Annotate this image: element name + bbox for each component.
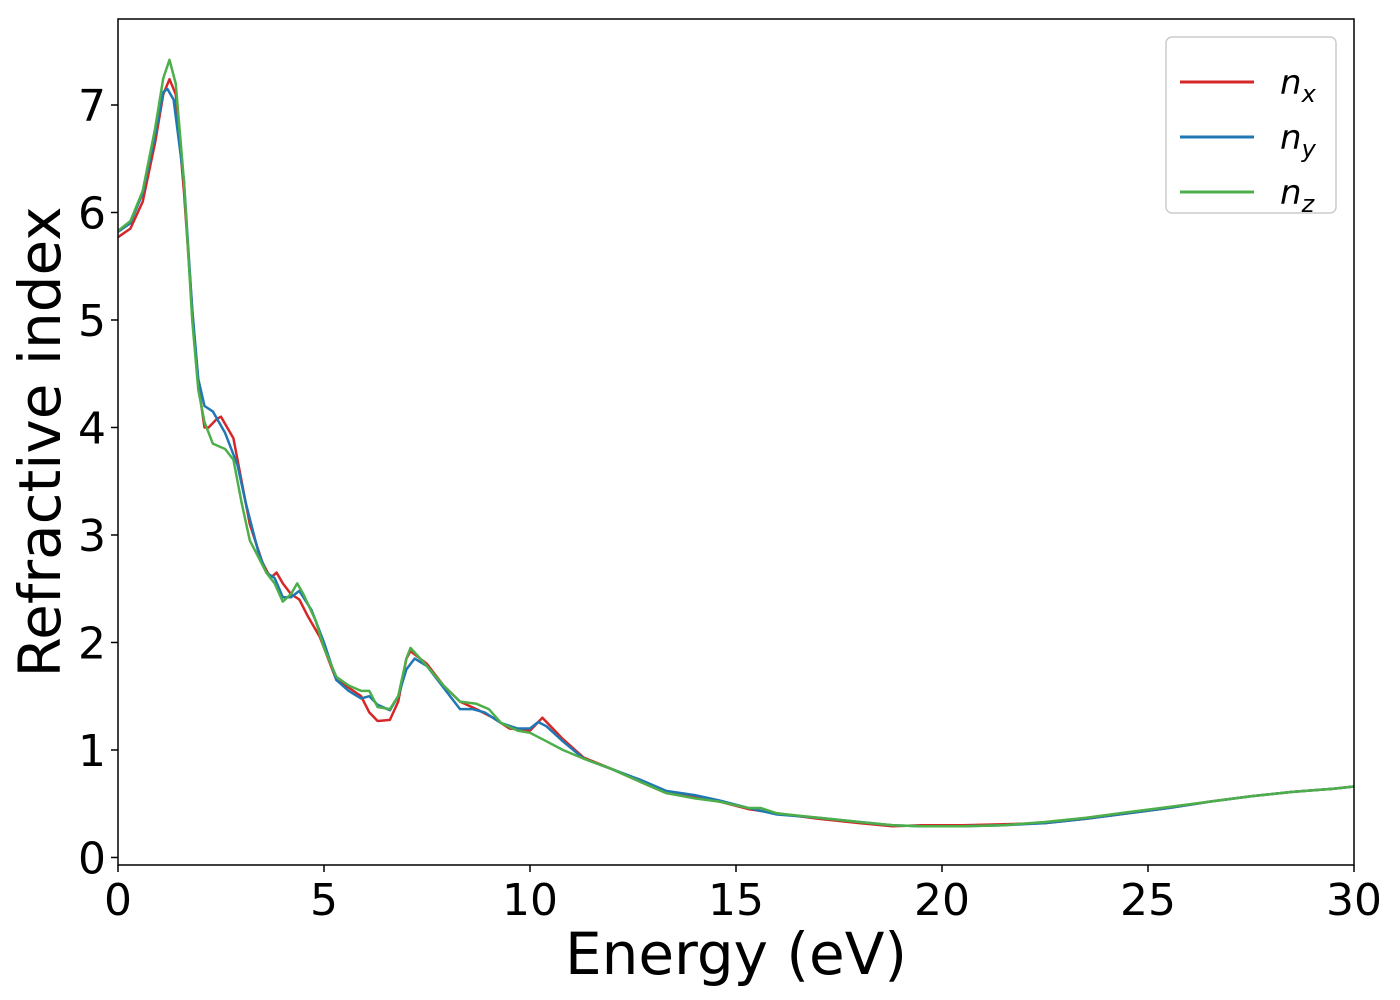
legend-box — [1165, 36, 1337, 214]
x-tick-label: 10 — [502, 875, 558, 926]
y-tick-label: 4 — [78, 403, 106, 454]
series-line-n-z — [117, 58, 1355, 828]
y-tick-label: 0 — [78, 833, 106, 884]
y-tick-label: 5 — [78, 296, 106, 347]
x-tick-label: 0 — [104, 875, 132, 926]
x-axis-title: Energy (eV) — [565, 920, 907, 988]
y-tick-label: 1 — [78, 726, 106, 777]
x-tick-label: 5 — [310, 875, 338, 926]
y-axis-title: Refractive index — [6, 206, 74, 677]
x-axis-ticks: 0 5 10 15 20 25 30 — [104, 865, 1382, 926]
y-tick-label: 2 — [78, 618, 106, 669]
x-tick-label: 30 — [1326, 875, 1382, 926]
x-tick-label: 25 — [1120, 875, 1176, 926]
y-tick-label: 7 — [78, 81, 106, 132]
series-layer — [117, 58, 1355, 828]
legend-label-z: nz — [1280, 173, 1316, 218]
legend-label-y: ny — [1280, 118, 1317, 163]
legend: nx ny nz — [1165, 36, 1337, 218]
y-tick-label: 3 — [78, 511, 106, 562]
x-tick-label: 15 — [708, 875, 764, 926]
y-axis-ticks: 0 1 2 3 4 5 6 7 — [78, 81, 118, 884]
y-tick-label: 6 — [78, 188, 106, 239]
legend-label-x: nx — [1280, 63, 1317, 108]
x-tick-label: 20 — [914, 875, 970, 926]
